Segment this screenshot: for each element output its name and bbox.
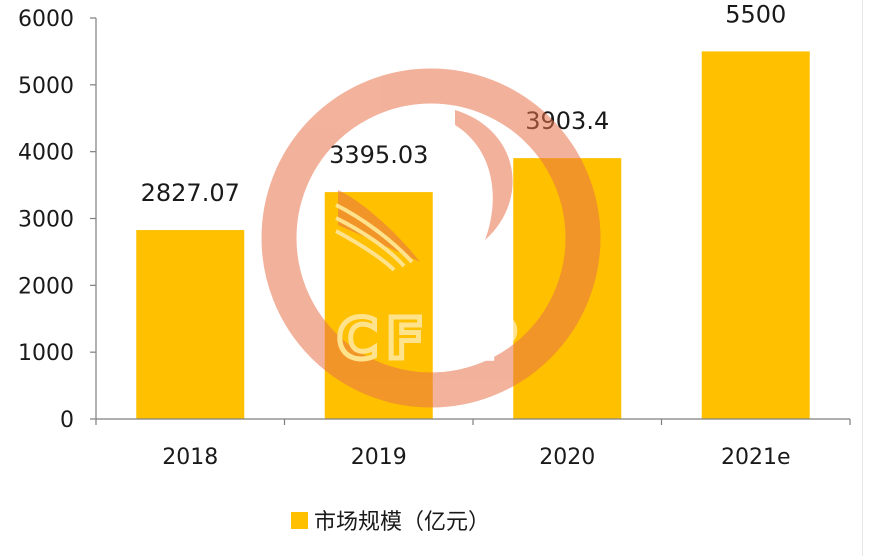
x-tick-label-2018: 2018 <box>162 445 218 470</box>
bars-layer <box>136 51 810 420</box>
panel-edge <box>862 0 863 556</box>
watermark-stripe-1 <box>335 203 414 264</box>
bar-2021e <box>701 51 810 420</box>
legend: 市场规模（亿元） <box>291 505 490 535</box>
watermark-text: CFLP <box>337 307 525 372</box>
watermark-swoosh <box>338 190 420 262</box>
y-tick-label: 3000 <box>18 208 74 233</box>
x-tick-label-2021e: 2021e <box>721 445 791 470</box>
labels-layer: 0 1000 2000 3000 4000 5000 6000 2827.07 2018 3395… <box>18 0 791 470</box>
y-tick-label: 5000 <box>18 74 74 99</box>
y-tick-label: 0 <box>60 408 74 433</box>
axis-layer <box>90 17 851 425</box>
watermark-stripe-2 <box>335 216 406 268</box>
watermark-stripe-3 <box>335 229 396 272</box>
bar-2018 <box>136 230 245 419</box>
x-tick-label-2019: 2019 <box>351 445 407 470</box>
y-tick-label: 2000 <box>18 274 74 299</box>
watermark-logo: CFLP <box>261 68 601 408</box>
y-tick-label: 6000 <box>18 7 74 32</box>
watermark-crescent <box>455 110 513 240</box>
legend-label: 市场规模（亿元） <box>314 510 491 535</box>
data-label-2019: 3395.03 <box>329 141 428 169</box>
legend-swatch <box>291 511 308 529</box>
watermark-ring <box>261 68 601 408</box>
y-tick-label: 4000 <box>18 141 74 166</box>
y-tick-label: 1000 <box>18 341 74 366</box>
data-label-2018: 2827.07 <box>141 179 240 207</box>
data-label-2021e: 5500 <box>725 0 786 28</box>
x-tick-label-2020: 2020 <box>539 445 595 470</box>
